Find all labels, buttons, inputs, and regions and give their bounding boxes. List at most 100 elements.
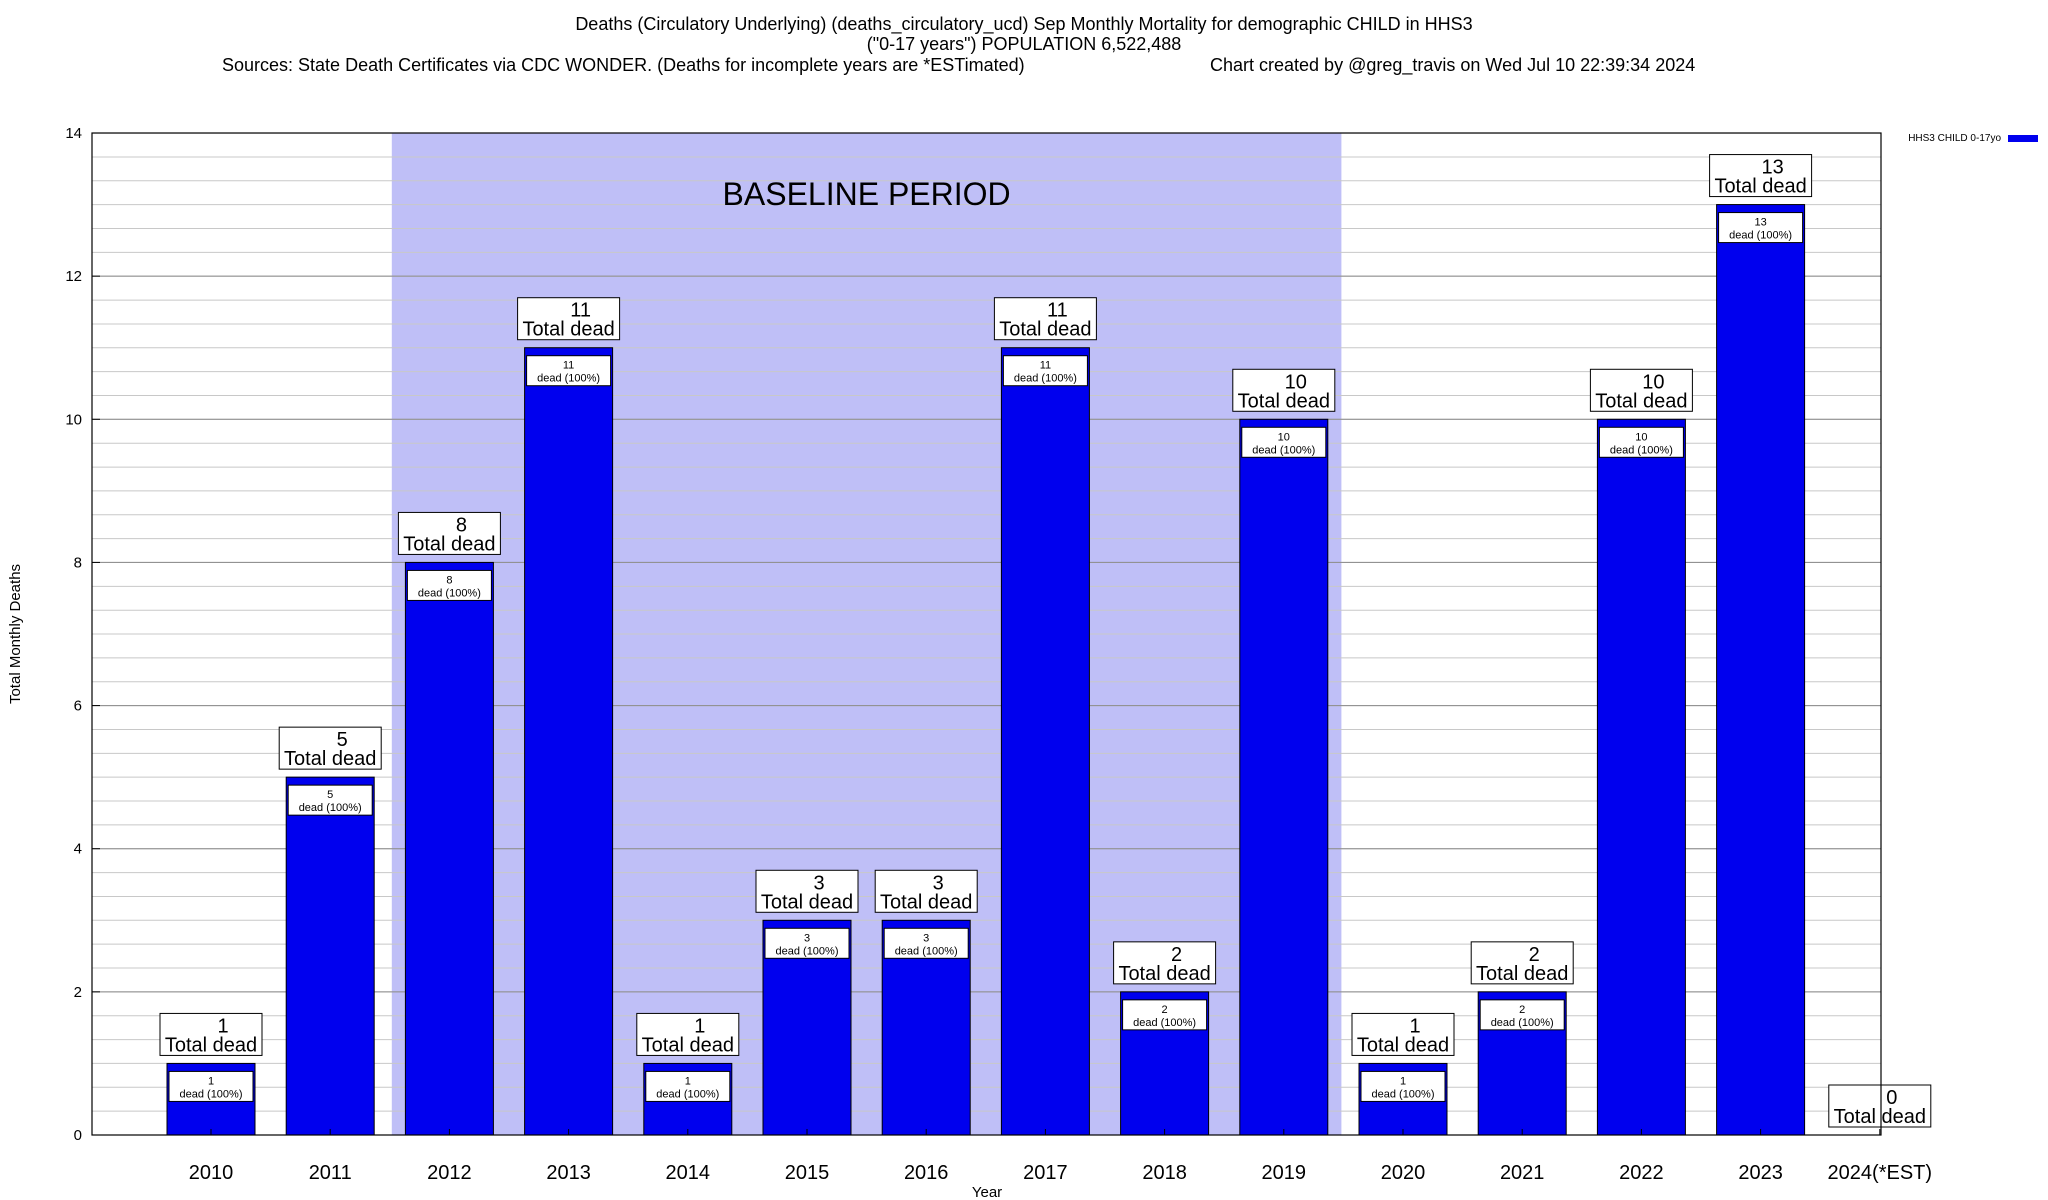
y-tick-label: 8 xyxy=(74,554,82,571)
top-label-suffix: Total dead xyxy=(1357,1034,1449,1056)
title-line-2: ("0-17 years") POPULATION 6,522,488 xyxy=(866,34,1182,54)
inner-label-suffix: dead (100%) xyxy=(1491,1017,1554,1029)
top-label-suffix: Total dead xyxy=(284,748,376,770)
top-label-box xyxy=(1470,941,1574,985)
inner-label-box xyxy=(1122,999,1208,1031)
top-label-suffix: Total dead xyxy=(761,891,853,913)
inner-label-value: 8 xyxy=(446,574,452,586)
inner-label-box xyxy=(287,784,373,816)
bar xyxy=(524,347,614,1136)
inner-label-suffix: dead (100%) xyxy=(537,373,600,385)
plot-frame xyxy=(91,132,1882,1136)
x-tick-label: 2022 xyxy=(1619,1162,1664,1184)
title-line-1: Deaths (Circulatory Underlying) (deaths_… xyxy=(575,14,1473,34)
baseline-period-label: BASELINE PERIOD xyxy=(723,176,1011,212)
top-label-box xyxy=(1232,368,1336,412)
x-tick-label: 2023 xyxy=(1738,1162,1783,1184)
inner-label-suffix: dead (100%) xyxy=(895,945,958,957)
x-tick-label: 2020 xyxy=(1381,1162,1426,1184)
top-label-value: 3 xyxy=(813,872,824,894)
top-label-value: 2 xyxy=(1529,944,1540,966)
inner-label-box xyxy=(1479,999,1565,1031)
top-label-suffix: Total dead xyxy=(403,533,495,555)
top-label-suffix: Total dead xyxy=(999,319,1091,341)
legend-label: HHS3 CHILD 0-17yo xyxy=(1908,133,2001,144)
x-tick-label: 2010 xyxy=(189,1162,234,1184)
top-label-box xyxy=(397,511,501,555)
inner-label-box xyxy=(764,927,850,959)
inner-label-value: 1 xyxy=(685,1075,691,1087)
inner-label-value: 3 xyxy=(804,932,810,944)
x-tick-label: 2011 xyxy=(309,1162,352,1184)
inner-label-suffix: dead (100%) xyxy=(180,1088,243,1100)
y-axis-label: Total Monthly Deaths xyxy=(7,564,24,704)
top-label-box xyxy=(755,869,859,913)
inner-label-suffix: dead (100%) xyxy=(656,1088,719,1100)
top-label-value: 1 xyxy=(217,1015,228,1037)
top-label-box xyxy=(1828,1084,1932,1128)
top-label-value: 3 xyxy=(933,872,944,894)
inner-label-box xyxy=(645,1070,731,1102)
inner-label-value: 2 xyxy=(1519,1004,1525,1016)
bar xyxy=(285,776,375,1136)
y-tick-label: 10 xyxy=(65,411,82,428)
inner-label-box xyxy=(526,355,612,387)
inner-label-suffix: dead (100%) xyxy=(1372,1088,1435,1100)
inner-label-box xyxy=(1718,212,1804,244)
inner-label-value: 3 xyxy=(923,932,929,944)
top-label-suffix: Total dead xyxy=(1476,963,1568,985)
legend-swatch xyxy=(2008,135,2038,142)
top-label-suffix: Total dead xyxy=(1834,1106,1926,1128)
inner-label-value: 11 xyxy=(563,360,574,372)
y-tick-label: 4 xyxy=(74,841,82,858)
top-label-box xyxy=(278,726,382,770)
inner-label-suffix: dead (100%) xyxy=(776,945,839,957)
inner-label-box xyxy=(406,569,492,601)
inner-label-suffix: dead (100%) xyxy=(1014,373,1077,385)
top-label-suffix: Total dead xyxy=(1118,963,1210,985)
top-label-value: 13 xyxy=(1761,157,1783,179)
inner-label-suffix: dead (100%) xyxy=(418,587,481,599)
top-label-value: 11 xyxy=(570,300,591,322)
top-label-box xyxy=(993,297,1097,341)
y-tick-label: 14 xyxy=(65,125,82,142)
top-label-box xyxy=(1351,1012,1455,1056)
inner-label-value: 11 xyxy=(1040,360,1051,372)
top-label-value: 11 xyxy=(1047,300,1068,322)
top-label-suffix: Total dead xyxy=(1238,390,1330,412)
top-label-suffix: Total dead xyxy=(1595,390,1687,412)
x-tick-label: 2015 xyxy=(785,1162,830,1184)
top-label-box xyxy=(1589,368,1693,412)
inner-label-value: 1 xyxy=(1400,1075,1406,1087)
bar xyxy=(1000,347,1090,1136)
top-label-box xyxy=(636,1012,740,1056)
inner-label-box xyxy=(168,1070,254,1102)
top-label-value: 0 xyxy=(1886,1087,1897,1109)
top-label-box xyxy=(159,1012,263,1056)
inner-label-value: 5 xyxy=(327,789,333,801)
inner-label-suffix: dead (100%) xyxy=(1252,444,1315,456)
inner-label-box xyxy=(1598,426,1684,458)
top-label-suffix: Total dead xyxy=(165,1034,257,1056)
top-label-value: 2 xyxy=(1171,944,1182,966)
top-label-box xyxy=(517,297,621,341)
